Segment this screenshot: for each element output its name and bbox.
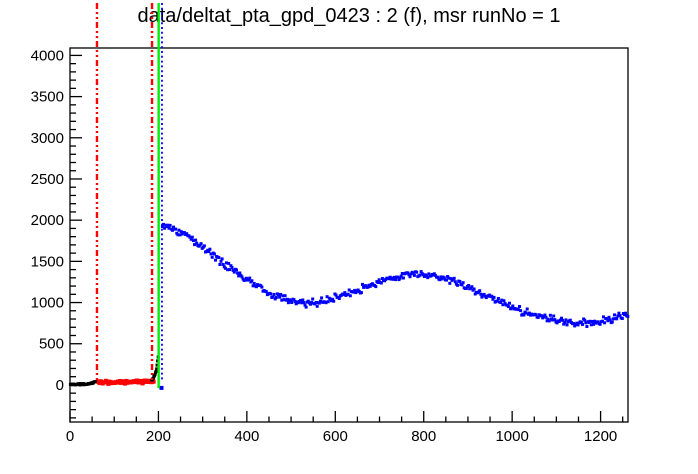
- y-tick-label: 3500: [31, 89, 64, 106]
- x-tick-label: 800: [411, 428, 436, 445]
- x-tick-label: 0: [66, 428, 74, 445]
- series-t0-undershoot-point: [159, 385, 164, 390]
- y-tick-label: 2000: [31, 212, 64, 229]
- plot-frame: [69, 47, 629, 423]
- y-tick-label: 3000: [31, 130, 64, 147]
- y-tick-label: 1500: [31, 253, 64, 270]
- series-muon-decay-histogram-data: [160, 222, 630, 328]
- x-tick-label: 400: [234, 428, 259, 445]
- x-tick-label: 600: [323, 428, 348, 445]
- x-axis[interactable]: 0 200 400 600 800 1000 1200: [66, 411, 624, 445]
- y-tick-label: 2500: [31, 171, 64, 188]
- plot-title: data/deltat_pta_gpd_0423 : 2 (f), msr ru…: [137, 5, 561, 27]
- x-tick-label: 1000: [495, 428, 528, 445]
- y-axis[interactable]: 0 500 1000 1500 2000 2500 3000 3500 4000: [31, 47, 82, 419]
- y-tick-label: 0: [56, 377, 64, 394]
- x-tick-label: 1200: [584, 428, 617, 445]
- y-tick-label: 1000: [31, 295, 64, 312]
- y-tick-label: 500: [39, 336, 64, 353]
- series-background-window-data: [96, 378, 156, 386]
- y-tick-label: 4000: [31, 47, 64, 64]
- series-pre-background-data: [68, 380, 100, 387]
- x-tick-label: 200: [146, 428, 171, 445]
